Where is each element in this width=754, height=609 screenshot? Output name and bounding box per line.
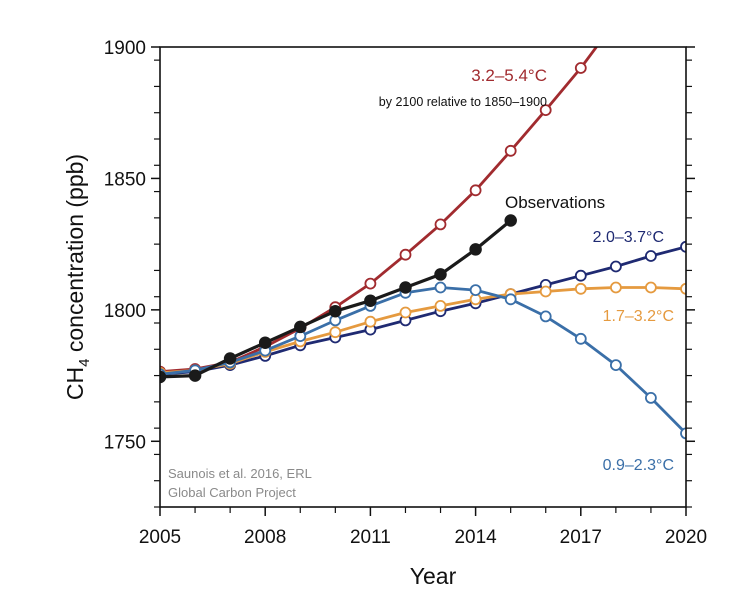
x-tick-label: 2014: [454, 527, 497, 548]
series-point: [574, 282, 587, 295]
ticks-layer: 2005 2008 2011 2014 2017 2020 1750 1800 1850 1900: [104, 38, 707, 548]
series-point: [611, 16, 621, 26]
y-tick-label: 1750: [104, 432, 146, 453]
series-point: [539, 310, 552, 323]
x-tick-label: 2008: [244, 527, 286, 548]
y-axis-title-rest: concentration (ppb): [62, 154, 88, 359]
series-point: [188, 369, 202, 382]
series-point: [223, 352, 237, 365]
series-point: [469, 184, 482, 197]
label-2-0-3-7: 2.0–3.7°C: [593, 229, 664, 246]
series-point: [294, 320, 307, 334]
series-line: [160, 245, 686, 376]
label-3-2-5-4: 3.2–5.4°C: [471, 66, 547, 85]
y-axis-title: CH4 concentration (ppb): [62, 154, 93, 400]
series-point: [645, 391, 657, 404]
series-point: [680, 427, 686, 440]
series-point: [645, 250, 657, 262]
x-tick-label: 2017: [560, 527, 602, 548]
x-tick-label: 2005: [139, 527, 181, 548]
series-point: [399, 281, 412, 294]
series-point: [258, 336, 272, 349]
y-tick-label: 1850: [104, 169, 146, 190]
series-point: [680, 282, 686, 295]
x-tick-label: 2020: [665, 527, 707, 548]
series-point: [160, 370, 167, 384]
y-tick-label: 1900: [104, 38, 146, 59]
plot-frame: [159, 46, 687, 508]
series-layer: [160, 16, 686, 440]
series-point: [539, 104, 552, 116]
series-point: [610, 359, 622, 372]
series-point: [680, 240, 686, 253]
source-line-1: Saunois et al. 2016, ERL: [168, 466, 312, 481]
label-by-2100-note: by 2100 relative to 1850–1900: [379, 95, 547, 109]
series-point: [434, 281, 447, 294]
series-point: [364, 277, 377, 290]
series-point: [399, 306, 412, 319]
series-point: [610, 281, 622, 294]
series-point: [434, 299, 447, 312]
label-1-7-3-2: 1.7–3.2°C: [603, 308, 674, 325]
series-point: [364, 294, 377, 307]
x-axis-title: Year: [410, 563, 457, 589]
series-point: [469, 284, 482, 297]
y-axis-title-subscript: 4: [76, 359, 93, 367]
series-point: [645, 281, 657, 294]
series-point: [329, 326, 342, 339]
series-point: [399, 248, 412, 261]
series-point: [574, 332, 587, 345]
series-point: [539, 285, 552, 298]
series-4: [160, 214, 517, 384]
y-tick-label: 1800: [104, 301, 146, 322]
series-point: [504, 214, 517, 227]
series-point: [364, 315, 377, 328]
source-line-2: Global Carbon Project: [168, 485, 296, 500]
x-tick-label: 2011: [350, 527, 391, 548]
series-line: [160, 219, 512, 379]
y-axis-title-main: CH: [62, 367, 88, 400]
series-point: [329, 304, 342, 318]
series-point: [504, 293, 517, 306]
series-point: [434, 268, 447, 281]
series-point: [504, 144, 517, 157]
label-observations: Observations: [505, 193, 605, 212]
series-line: [160, 286, 686, 435]
series-point: [610, 260, 622, 273]
label-0-9-2-3: 0.9–2.3°C: [603, 457, 674, 474]
series-point: [574, 269, 587, 282]
series-point: [574, 62, 587, 74]
series-point: [434, 218, 447, 231]
series-point: [469, 243, 482, 256]
